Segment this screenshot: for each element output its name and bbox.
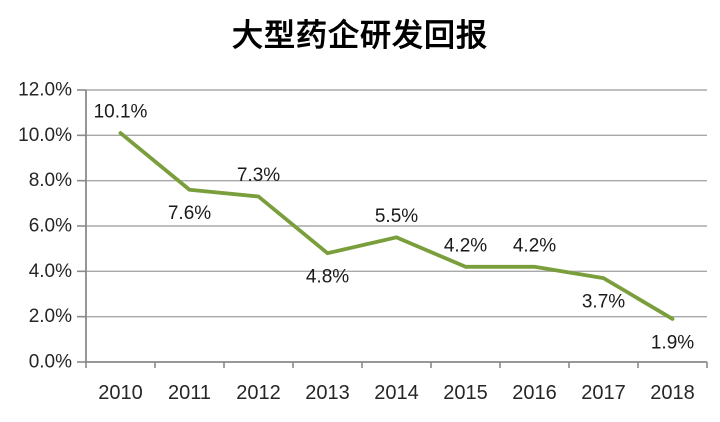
data-point-label: 7.6%	[168, 203, 211, 224]
y-tick-label: 12.0%	[18, 80, 72, 101]
data-point-label: 4.8%	[306, 267, 349, 288]
x-tick-label: 2014	[374, 382, 419, 404]
x-tick-label: 2017	[581, 382, 626, 404]
data-point-label: 7.3%	[237, 165, 280, 186]
y-tick-label: 4.0%	[29, 261, 72, 282]
x-tick-label: 2010	[98, 382, 143, 404]
data-point-label: 4.2%	[513, 235, 556, 256]
x-tick-label: 2013	[305, 382, 350, 404]
data-point-label: 1.9%	[651, 332, 694, 353]
chart-title: 大型药企研发回报	[232, 18, 488, 53]
data-point-label: 3.7%	[582, 292, 625, 313]
x-tick-label: 2012	[236, 382, 281, 404]
x-tick-label: 2011	[168, 382, 211, 404]
y-tick-label: 2.0%	[29, 306, 72, 327]
x-tick-label: 2018	[650, 382, 695, 404]
y-tick-label: 8.0%	[29, 170, 72, 191]
data-point-label: 5.5%	[375, 206, 418, 227]
data-point-label: 4.2%	[444, 235, 487, 256]
y-tick-label: 0.0%	[29, 352, 72, 373]
x-tick-label: 2015	[443, 382, 488, 404]
y-tick-label: 10.0%	[18, 125, 72, 146]
x-tick-label: 2016	[512, 382, 557, 404]
data-line	[118, 131, 675, 321]
data-point-label: 10.1%	[94, 102, 148, 123]
y-tick-label: 6.0%	[29, 216, 72, 237]
